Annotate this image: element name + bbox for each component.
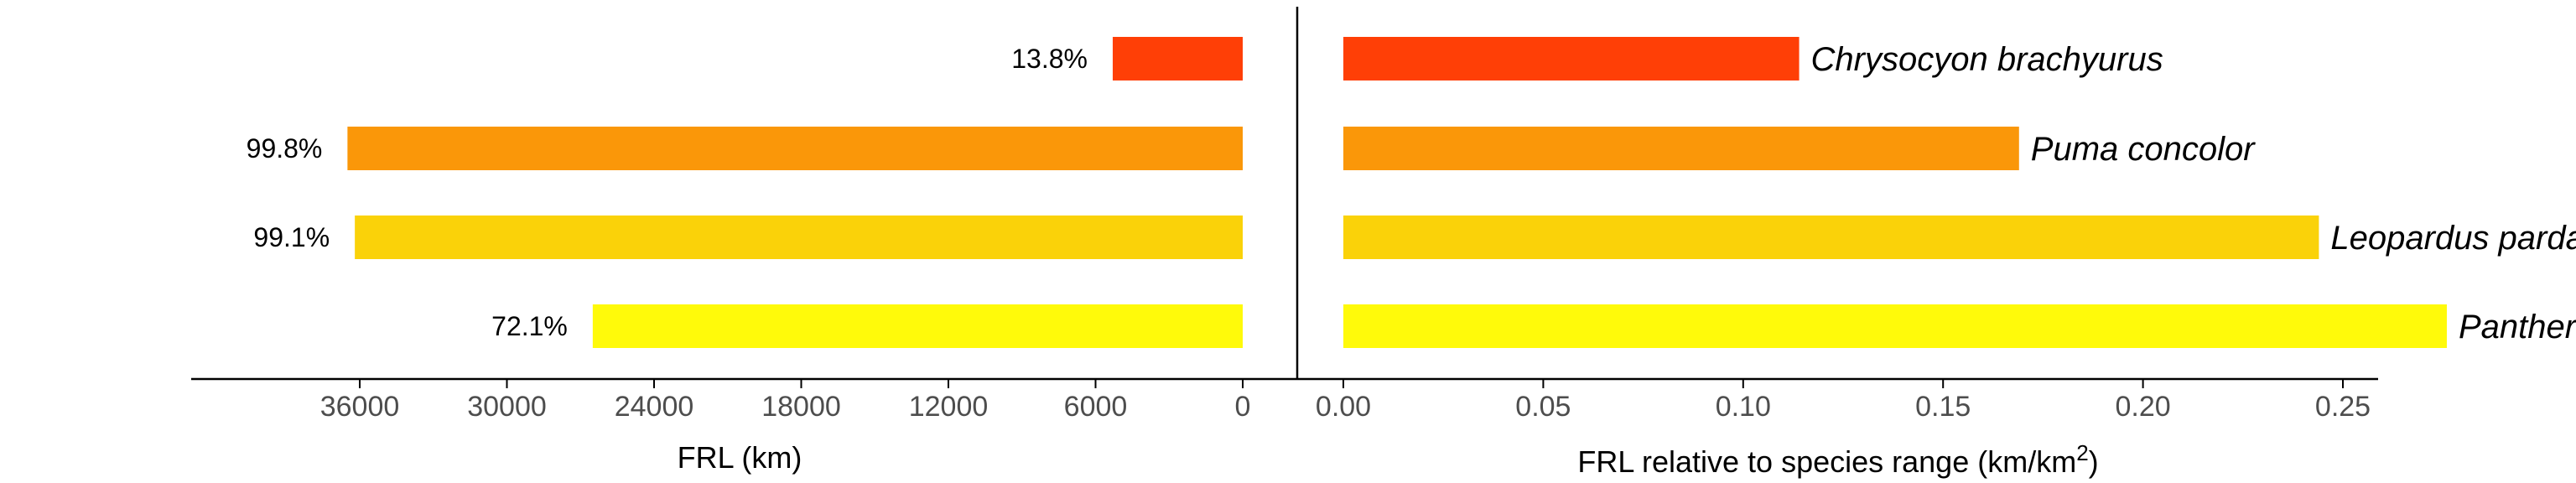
left-x-tick-label: 24000 <box>615 391 694 423</box>
right-x-tick-label: 0.10 <box>1716 391 1771 423</box>
bar-frl-relative-3 <box>1343 216 2319 259</box>
percent-data-label: 13.8% <box>1011 44 1088 74</box>
left-x-axis-title: FRL (km) <box>678 440 802 475</box>
right-x-tick-label: 0.25 <box>2315 391 2371 423</box>
left-x-tick-label: 30000 <box>467 391 547 423</box>
right-x-tick-label: 0.20 <box>2116 391 2171 423</box>
bar-frl-relative-2 <box>1343 127 2019 170</box>
bar-frl-relative-4 <box>1343 304 2447 348</box>
unit-superscript: 2 <box>2076 440 2088 465</box>
bar-frl-relative-1 <box>1343 37 1800 80</box>
left-x-tick-label: 18000 <box>761 391 841 423</box>
percent-data-label: 99.1% <box>253 222 330 252</box>
left-x-tick-label: 6000 <box>1064 391 1128 423</box>
right-x-tick-label: 0.00 <box>1316 391 1371 423</box>
species-label: Puma concolor <box>2031 131 2256 168</box>
right-panel-frl-relative: Chrysocyon brachyurus Puma concolor Leopar… <box>1316 37 2576 423</box>
right-x-axis-title: FRL relative to species range (km/km2) <box>1577 440 2098 479</box>
left-x-tick-label: 0 <box>1235 391 1251 423</box>
bar-frl-km-4 <box>592 304 1243 348</box>
right-x-tick-label: 0.15 <box>1915 391 1971 423</box>
bar-frl-km-2 <box>347 127 1243 170</box>
percent-data-label: 72.1% <box>491 311 568 341</box>
bar-frl-km-1 <box>1112 37 1243 80</box>
species-label: Chrysocyon brachyurus <box>1811 41 2163 78</box>
percent-data-label: 99.8% <box>247 133 323 164</box>
left-panel-frl-km: 13.8% 99.8% 99.1% 72.1% 0 6000 12000 18000 24000… <box>247 37 1251 423</box>
species-label: Leopardus pardalis <box>2330 220 2576 257</box>
bar-frl-km-3 <box>355 216 1243 259</box>
right-x-tick-label: 0.05 <box>1515 391 1571 423</box>
species-label: Panthera onca <box>2459 309 2576 345</box>
left-x-tick-label: 12000 <box>909 391 989 423</box>
left-x-tick-label: 36000 <box>320 391 400 423</box>
